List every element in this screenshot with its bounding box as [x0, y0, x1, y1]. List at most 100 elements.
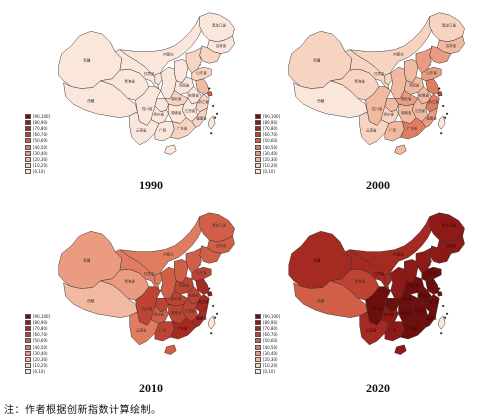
- province-label-guangxi: 广西: [159, 127, 166, 132]
- province-hainan: [394, 144, 407, 155]
- province-label-hunan: 湖南省: [171, 110, 182, 115]
- province-zhejiang: [195, 94, 210, 113]
- legend-item: [0,10): [255, 369, 280, 375]
- province-label-guangdong: 广东省: [407, 325, 418, 330]
- legend-swatch: [25, 363, 31, 369]
- legend-swatch: [255, 369, 261, 375]
- legend-label: [60,70): [263, 132, 278, 138]
- island-dot: [214, 316, 217, 319]
- legend-label: [70,80): [33, 125, 48, 131]
- legend-label: [10,20): [263, 363, 278, 369]
- legend-swatch: [255, 356, 261, 362]
- legend-item: [90,100]: [25, 313, 50, 319]
- province-label-shandong: 山东省: [196, 270, 207, 275]
- legend-label: [20,30): [263, 156, 278, 162]
- island-markers: [438, 87, 449, 135]
- province-label-sichuan: 四川省: [372, 106, 383, 111]
- legend-item: [60,70): [255, 332, 280, 338]
- province-fujian: [421, 107, 438, 128]
- province-label-guizhou: 贵州省: [384, 112, 395, 117]
- province-label-hunan: 湖南省: [401, 110, 412, 115]
- province-liaoning: [199, 45, 222, 64]
- province-label-jilin: 吉林省: [446, 243, 457, 248]
- province-neimenggu: [349, 216, 438, 280]
- province-shandong: [421, 266, 442, 282]
- legend-item: [90,100]: [255, 313, 280, 319]
- legend-label: [30,40): [33, 150, 48, 156]
- province-shanghai: [207, 291, 213, 297]
- legend-swatch: [25, 156, 31, 162]
- legend-label: [20,30): [33, 356, 48, 362]
- province-taiwan: [438, 115, 446, 130]
- legend-item: [60,70): [25, 332, 50, 338]
- island-dot: [215, 112, 219, 115]
- legend-swatch: [25, 350, 31, 356]
- year-label-2020: 2020: [366, 381, 390, 395]
- legend-swatch: [25, 132, 31, 138]
- legend-item: [80,90): [25, 319, 50, 325]
- legend-item: [20,30): [255, 156, 280, 162]
- province-label-gansu: 甘肃省: [374, 71, 385, 76]
- legend-swatch: [25, 344, 31, 350]
- island-dot: [214, 116, 217, 119]
- legend-item: [70,80): [25, 125, 50, 131]
- legend-swatch: [25, 119, 31, 125]
- province-label-henan: 河南省: [409, 83, 420, 88]
- legend-item: [90,100]: [255, 113, 280, 119]
- legend-label: [70,80): [263, 325, 278, 331]
- province-label-guangxi: 广西: [389, 327, 396, 332]
- island-markers: [438, 287, 449, 335]
- province-label-qinghai: 青海省: [124, 279, 135, 284]
- legend-swatch: [255, 338, 261, 344]
- legend-label: [60,70): [33, 132, 48, 138]
- province-zhejiang: [425, 294, 440, 313]
- province-label-henan: 河南省: [179, 283, 190, 288]
- province-fujian: [191, 107, 208, 128]
- province-shandong: [421, 66, 442, 82]
- legend-item: [20,30): [25, 156, 50, 162]
- legend-item: [80,90): [25, 119, 50, 125]
- province-label-jilin: 吉林省: [216, 243, 227, 248]
- province-label-heilongjiang: 黑龙江省: [212, 222, 226, 227]
- legend-item: [80,90): [255, 119, 280, 125]
- legend-item: [0,10): [25, 369, 50, 375]
- province-label-gansu: 甘肃省: [144, 71, 155, 76]
- legend-swatch: [25, 144, 31, 150]
- legend-swatch: [255, 163, 261, 169]
- legend-label: [50,60): [33, 138, 48, 144]
- legend-item: [30,40): [25, 150, 50, 156]
- legend-swatch: [25, 113, 31, 119]
- province-fujian: [421, 307, 438, 328]
- legend-swatch: [25, 125, 31, 131]
- legend-swatch: [25, 313, 31, 319]
- province-shandong: [191, 66, 212, 82]
- province-label-hubei: 湖北省: [401, 296, 412, 301]
- legend-label: [0,10): [263, 369, 276, 375]
- legend-item: [20,30): [255, 356, 280, 362]
- legend-label: [80,90): [33, 319, 48, 325]
- legend-item: [70,80): [255, 325, 280, 331]
- legend-item: [10,20): [255, 363, 280, 369]
- island-dot: [442, 104, 445, 108]
- legend-item: [30,40): [255, 150, 280, 156]
- legend-item: [0,10): [255, 169, 280, 175]
- map-panel-2000: 黑龙江省 吉林省 内蒙古 新疆 西藏 青海省 甘肃省 四川省 云南省 贵州省 湖南省 湖北省 河南省 江西…: [255, 5, 480, 175]
- legend-item: [50,60): [255, 138, 280, 144]
- legend-swatch: [255, 150, 261, 156]
- island-dot: [440, 332, 443, 335]
- province-label-guangxi: 广西: [389, 127, 396, 132]
- province-label-fujian: 福建省: [196, 116, 207, 121]
- legend-item: [60,70): [25, 132, 50, 138]
- province-label-anhui: 安徽省: [189, 92, 200, 97]
- legend-item: [60,70): [255, 132, 280, 138]
- legend-swatch: [255, 319, 261, 325]
- province-label-fujian: 福建省: [196, 316, 207, 321]
- island-dot: [442, 304, 445, 308]
- province-label-yunnan: 云南省: [136, 327, 147, 332]
- island-dot: [210, 132, 213, 135]
- legend-item: [70,80): [255, 125, 280, 131]
- legend-swatch: [255, 125, 261, 131]
